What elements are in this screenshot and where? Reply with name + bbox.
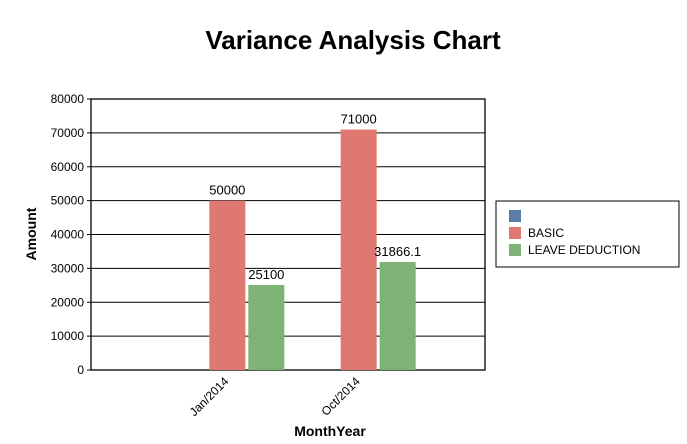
y-tick-label: 0: [77, 363, 84, 377]
data-label: 71000: [341, 111, 377, 126]
bar-basic-1: [340, 129, 377, 370]
data-label: 50000: [209, 183, 245, 198]
bar-basic-0: [209, 200, 246, 370]
legend-box: [495, 200, 680, 268]
legend-label: BASIC: [528, 226, 564, 240]
legend: BASIC LEAVE DEDUCTION: [495, 200, 680, 268]
y-tick-label: 30000: [51, 261, 85, 275]
y-tick-label: 70000: [51, 126, 85, 140]
legend-swatch: [509, 210, 521, 222]
bars: [209, 129, 416, 370]
y-tick-label: 20000: [51, 295, 85, 309]
bar-leave-deduction-1: [379, 262, 416, 370]
y-tick-label: 60000: [51, 160, 85, 174]
data-label: 25100: [248, 267, 284, 282]
legend-swatch: [509, 227, 521, 239]
x-tick-label: Oct/2014: [318, 374, 363, 419]
y-tick-label: 10000: [51, 329, 85, 343]
legend-label: LEAVE DEDUCTION: [528, 243, 640, 257]
bar-leave-deduction-0: [248, 284, 285, 370]
y-tick-label: 50000: [51, 194, 85, 208]
y-tick-label: 80000: [51, 92, 85, 106]
y-axis-title: Amount: [23, 207, 39, 260]
x-tick-label: Jan/2014: [187, 374, 232, 419]
gridlines: [91, 132, 485, 337]
y-tick-label: 40000: [51, 228, 85, 242]
data-labels: 50000 25100 71000 31866.1: [209, 111, 421, 281]
x-axis-title: MonthYear: [294, 423, 366, 439]
y-axis-ticks: 0 10000 20000 30000 40000 50000 60000 70000 8000…: [51, 92, 91, 377]
chart-title: Variance Analysis Chart: [205, 25, 501, 55]
legend-swatch: [509, 244, 521, 256]
x-axis-ticks: Jan/2014 Oct/2014: [187, 374, 363, 419]
data-label: 31866.1: [374, 244, 421, 259]
